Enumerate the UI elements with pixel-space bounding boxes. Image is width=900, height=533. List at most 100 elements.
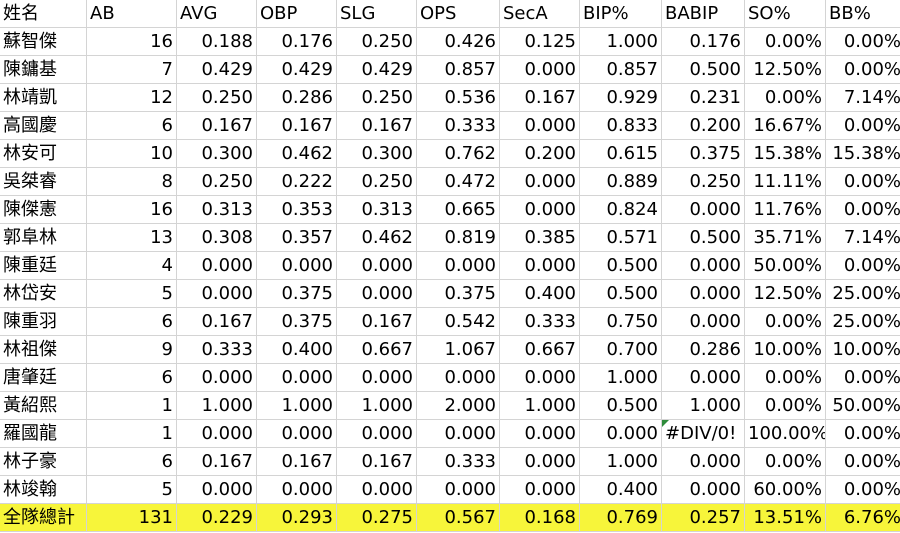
data-cell: 0.500 bbox=[662, 56, 745, 84]
row-label: 陳傑憲 bbox=[0, 196, 87, 224]
row-label: 蘇智傑 bbox=[0, 28, 87, 56]
data-cell: 0.167 bbox=[257, 448, 337, 476]
data-cell: 0.500 bbox=[580, 280, 662, 308]
data-cell: 50.00% bbox=[745, 252, 826, 280]
data-cell: 0.375 bbox=[662, 140, 745, 168]
data-cell: 0.300 bbox=[337, 140, 417, 168]
data-cell: 0.333 bbox=[177, 336, 257, 364]
data-cell: 1.000 bbox=[257, 392, 337, 420]
data-cell: 0.167 bbox=[257, 112, 337, 140]
data-cell: 0.357 bbox=[257, 224, 337, 252]
header-cell: 姓名 bbox=[0, 0, 87, 28]
data-cell: 6 bbox=[87, 364, 177, 392]
data-cell: 0.000 bbox=[662, 196, 745, 224]
data-cell: 0.167 bbox=[177, 448, 257, 476]
data-cell: 1.000 bbox=[500, 392, 580, 420]
data-cell: 0.000 bbox=[177, 420, 257, 448]
data-cell: 0.429 bbox=[337, 56, 417, 84]
data-cell: 0.00% bbox=[826, 448, 900, 476]
row-label: 郭阜林 bbox=[0, 224, 87, 252]
data-cell: 0.400 bbox=[257, 336, 337, 364]
data-cell: 0.385 bbox=[500, 224, 580, 252]
row-label: 林靖凱 bbox=[0, 84, 87, 112]
data-cell: 0.250 bbox=[177, 84, 257, 112]
data-cell: 0.000 bbox=[500, 56, 580, 84]
data-cell: 0.000 bbox=[662, 280, 745, 308]
data-cell: 1.000 bbox=[662, 392, 745, 420]
data-cell: 0.000 bbox=[662, 476, 745, 504]
row-label: 林岱安 bbox=[0, 280, 87, 308]
data-cell: 0.375 bbox=[257, 308, 337, 336]
data-cell: 0.857 bbox=[580, 56, 662, 84]
data-cell: 0.229 bbox=[177, 504, 257, 532]
data-cell: 0.00% bbox=[745, 84, 826, 112]
data-cell: 15.38% bbox=[826, 140, 900, 168]
data-cell: 0.000 bbox=[662, 448, 745, 476]
data-cell: 0.000 bbox=[257, 476, 337, 504]
header-cell: AVG bbox=[177, 0, 257, 28]
row-label: 陳重羽 bbox=[0, 308, 87, 336]
row-label: 羅國龍 bbox=[0, 420, 87, 448]
data-cell: 16 bbox=[87, 196, 177, 224]
data-cell: 35.71% bbox=[745, 224, 826, 252]
data-cell: 0.833 bbox=[580, 112, 662, 140]
data-cell: 0.00% bbox=[745, 28, 826, 56]
row-label: 陳重廷 bbox=[0, 252, 87, 280]
row-label: 林子豪 bbox=[0, 448, 87, 476]
data-cell: 0.000 bbox=[417, 364, 500, 392]
data-cell: 0.200 bbox=[500, 140, 580, 168]
data-cell: 0.250 bbox=[337, 28, 417, 56]
data-cell: 100.00% bbox=[745, 420, 826, 448]
data-cell: 0.375 bbox=[257, 280, 337, 308]
data-cell: 13 bbox=[87, 224, 177, 252]
data-cell: 0.00% bbox=[826, 56, 900, 84]
data-cell: 0.000 bbox=[417, 476, 500, 504]
data-cell: 1.000 bbox=[580, 364, 662, 392]
data-cell: 0.000 bbox=[580, 420, 662, 448]
data-cell: 0.750 bbox=[580, 308, 662, 336]
data-cell: 0.313 bbox=[337, 196, 417, 224]
data-cell: 0.889 bbox=[580, 168, 662, 196]
data-cell: 6 bbox=[87, 112, 177, 140]
data-cell: 0.333 bbox=[417, 112, 500, 140]
data-cell: 0.000 bbox=[500, 112, 580, 140]
data-cell: 0.000 bbox=[337, 476, 417, 504]
data-cell: 1.000 bbox=[177, 392, 257, 420]
data-cell: 0.567 bbox=[417, 504, 500, 532]
data-cell: 0.231 bbox=[662, 84, 745, 112]
data-cell: 0.250 bbox=[177, 168, 257, 196]
data-cell: 4 bbox=[87, 252, 177, 280]
data-cell: 0.000 bbox=[257, 252, 337, 280]
data-cell: 0.000 bbox=[662, 308, 745, 336]
header-cell: OPS bbox=[417, 0, 500, 28]
data-cell: 0.00% bbox=[826, 252, 900, 280]
data-cell: 0.176 bbox=[662, 28, 745, 56]
row-label: 林祖傑 bbox=[0, 336, 87, 364]
data-cell: 0.300 bbox=[177, 140, 257, 168]
data-cell: 0.375 bbox=[417, 280, 500, 308]
data-cell: 0.313 bbox=[177, 196, 257, 224]
data-cell: 0.000 bbox=[177, 476, 257, 504]
data-cell: 0.667 bbox=[500, 336, 580, 364]
data-cell: 0.308 bbox=[177, 224, 257, 252]
data-cell: 0.536 bbox=[417, 84, 500, 112]
data-cell: 0.167 bbox=[500, 84, 580, 112]
data-cell: 0.857 bbox=[417, 56, 500, 84]
data-cell: 0.426 bbox=[417, 28, 500, 56]
data-cell: 0.188 bbox=[177, 28, 257, 56]
data-cell: 0.286 bbox=[257, 84, 337, 112]
data-cell: 0.00% bbox=[826, 420, 900, 448]
header-cell: SO% bbox=[745, 0, 826, 28]
data-cell: 0.00% bbox=[745, 392, 826, 420]
data-cell: 0.00% bbox=[745, 448, 826, 476]
data-cell: 0.222 bbox=[257, 168, 337, 196]
data-cell: 0.000 bbox=[337, 364, 417, 392]
row-label: 陳鏞基 bbox=[0, 56, 87, 84]
data-cell: 1.000 bbox=[337, 392, 417, 420]
data-cell: 0.472 bbox=[417, 168, 500, 196]
data-cell: 5 bbox=[87, 280, 177, 308]
data-cell: 13.51% bbox=[745, 504, 826, 532]
data-cell: 1 bbox=[87, 420, 177, 448]
data-cell: 7.14% bbox=[826, 224, 900, 252]
data-cell: 16 bbox=[87, 28, 177, 56]
